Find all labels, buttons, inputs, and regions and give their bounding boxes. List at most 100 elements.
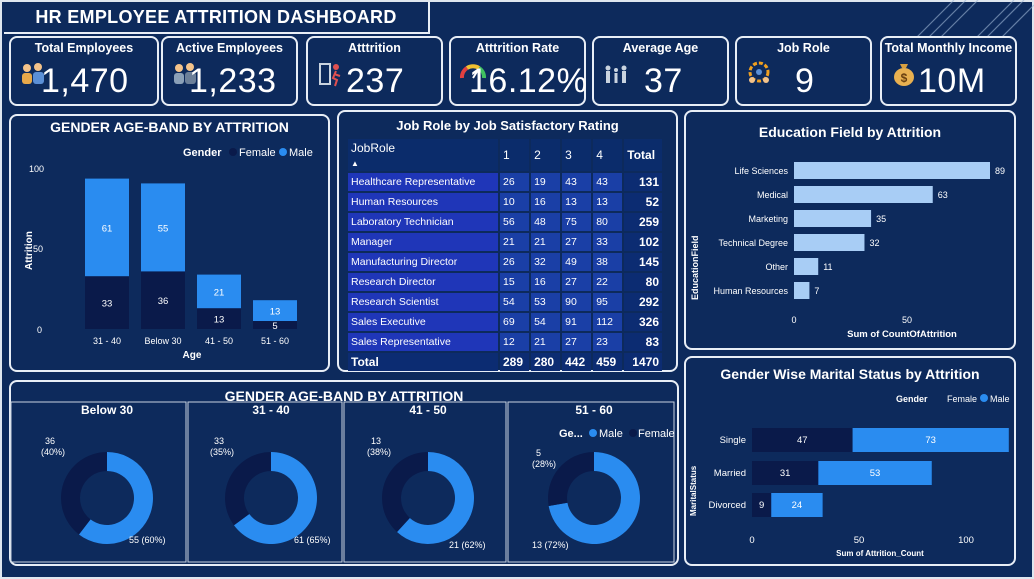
column-header-4[interactable]: 4	[593, 139, 623, 171]
donut-legend-male-label: Male	[599, 428, 623, 440]
data-label-male: 73	[925, 435, 936, 446]
marital-category-label: Divorced	[709, 500, 747, 511]
exit-door-icon	[319, 63, 341, 87]
y-axis-label: MaritalStatus	[689, 465, 698, 516]
bar-male	[141, 183, 185, 272]
bar-female	[752, 461, 819, 485]
data-label-female: 36	[158, 296, 169, 307]
x-tick-label: 51 - 60	[261, 336, 289, 346]
table-row[interactable]: Healthcare Representative 26 19 43 43 131	[348, 173, 662, 191]
data-label-female: 9	[759, 500, 764, 511]
total-value-cell: 280	[531, 353, 561, 371]
column-header-2[interactable]: 2	[531, 139, 561, 171]
legend-male-label: Male	[990, 394, 1010, 404]
rating-cell: 27	[562, 233, 592, 251]
data-label-male: 55	[158, 223, 169, 234]
legend-male-marker	[279, 148, 287, 156]
kpi-label: Average Age	[622, 41, 699, 55]
chart-title: Education Field by Attrition	[758, 124, 942, 140]
table-title: Job Role by Job Satisfactory Rating	[396, 118, 619, 133]
rating-cell: 112	[593, 313, 623, 331]
education-value-label: 35	[876, 214, 886, 224]
donut-label-female: 5	[536, 448, 541, 458]
donut-female-slice	[382, 452, 428, 532]
total-cell: 83	[624, 333, 662, 351]
donut-charts-svg: Ge... Male Female Below 30 36(40%) 55 (60%…	[10, 401, 675, 563]
bar-female	[85, 276, 129, 329]
legend-female-label: Female	[239, 147, 276, 159]
rating-cell: 26	[500, 173, 530, 191]
section-title: GENDER AGE-BAND BY ATTRITION	[224, 388, 464, 404]
kpi-value: 1,470	[41, 62, 129, 100]
kpi-label: Atttrition Rate	[475, 41, 560, 55]
bar-female	[752, 493, 772, 517]
education-value-label: 11	[823, 262, 832, 272]
bar-female	[197, 308, 241, 329]
rating-cell: 21	[531, 233, 561, 251]
education-field-chart[interactable]: Education Field by Attrition EducationFi…	[684, 110, 1016, 350]
kpi-total-monthly-income[interactable]: Total Monthly Income $ 10M	[880, 36, 1017, 106]
data-label-female: 33	[102, 299, 113, 310]
kpi-average-age[interactable]: Average Age 37	[592, 36, 729, 106]
table-row[interactable]: Sales Representative 12 21 27 23 83	[348, 333, 662, 351]
rating-cell: 27	[562, 273, 592, 291]
kpi-label: Active Employees	[176, 41, 283, 55]
people-icon	[174, 63, 196, 84]
table-row[interactable]: Research Scientist 54 53 90 95 292	[348, 293, 662, 311]
table-row[interactable]: Research Director 15 16 27 22 80	[348, 273, 662, 291]
x-axis-label: Sum of CountOfAttrition	[847, 329, 957, 340]
column-header-3[interactable]: 3	[562, 139, 592, 171]
data-label-female: 31	[780, 468, 791, 479]
donut-label-male: 61 (65%)	[294, 535, 331, 545]
kpi-job-role[interactable]: Job Role 9	[735, 36, 872, 106]
table-row[interactable]: Manager 21 21 27 33 102	[348, 233, 662, 251]
column-header-jobrole[interactable]: JobRole ▲	[348, 139, 498, 171]
table-row[interactable]: Sales Executive 69 54 91 112 326	[348, 313, 662, 331]
rating-cell: 90	[562, 293, 592, 311]
table-row[interactable]: Human Resources 10 16 13 13 52	[348, 193, 662, 211]
rating-cell: 33	[593, 233, 623, 251]
kpi-total-employees[interactable]: Total Employees 1,470	[9, 36, 159, 106]
age-band-stacked-chart[interactable]: GENDER AGE-BAND BY ATTRITION Gender Fema…	[9, 114, 330, 372]
kpi-attrition[interactable]: Atttrition 237	[306, 36, 443, 106]
total-value-cell: 442	[562, 353, 592, 371]
kpi-value: 237	[346, 62, 405, 100]
donut-pct-female: (40%)	[41, 447, 65, 457]
education-category-label: Marketing	[748, 214, 788, 224]
total-cell: 326	[624, 313, 662, 331]
job-role-table-panel[interactable]: Job Role by Job Satisfactory Rating JobR…	[337, 110, 678, 372]
legend-title: Gender	[183, 147, 222, 159]
column-header-1[interactable]: 1	[500, 139, 530, 171]
donut-male-slice	[397, 452, 474, 544]
table-row[interactable]: Laboratory Technician 56 48 75 80 259	[348, 213, 662, 231]
education-category-label: Life Sciences	[734, 166, 788, 176]
donut-label-female: 13	[371, 436, 381, 446]
marital-status-chart[interactable]: Gender Wise Marital Status by Attrition …	[684, 356, 1016, 566]
kpi-label: Job Role	[777, 41, 830, 55]
jobrole-cell: Laboratory Technician	[348, 213, 498, 231]
kpi-value: 1,233	[189, 62, 277, 100]
family-icon	[605, 65, 627, 83]
rating-cell: 13	[562, 193, 592, 211]
kpi-attrition-rate[interactable]: Atttrition Rate 16.12%	[449, 36, 587, 106]
total-cell: 259	[624, 213, 662, 231]
bar-male	[771, 493, 823, 517]
donut-male-slice	[78, 452, 154, 544]
data-label-male: 21	[214, 287, 225, 298]
total-cell: 80	[624, 273, 662, 291]
marital-category-label: Married	[714, 468, 746, 479]
gauge-icon	[460, 64, 486, 79]
bar-male	[85, 178, 129, 277]
rating-cell: 16	[531, 273, 561, 291]
education-value-label: 63	[938, 190, 948, 200]
legend-female-label: Female	[947, 394, 977, 404]
column-header-total[interactable]: Total	[624, 139, 662, 171]
rating-cell: 48	[531, 213, 561, 231]
donut-female-slice	[224, 452, 271, 526]
table-row[interactable]: Manufacturing Director 26 32 49 38 145	[348, 253, 662, 271]
job-role-table: JobRole ▲ 1 2 3 4 Total Healthcare Repres…	[346, 137, 664, 373]
people-icon	[22, 63, 44, 84]
kpi-active-employees[interactable]: Active Employees 1,233	[161, 36, 298, 106]
jobrole-cell: Sales Representative	[348, 333, 498, 351]
donut-label-female: 36	[45, 436, 55, 446]
